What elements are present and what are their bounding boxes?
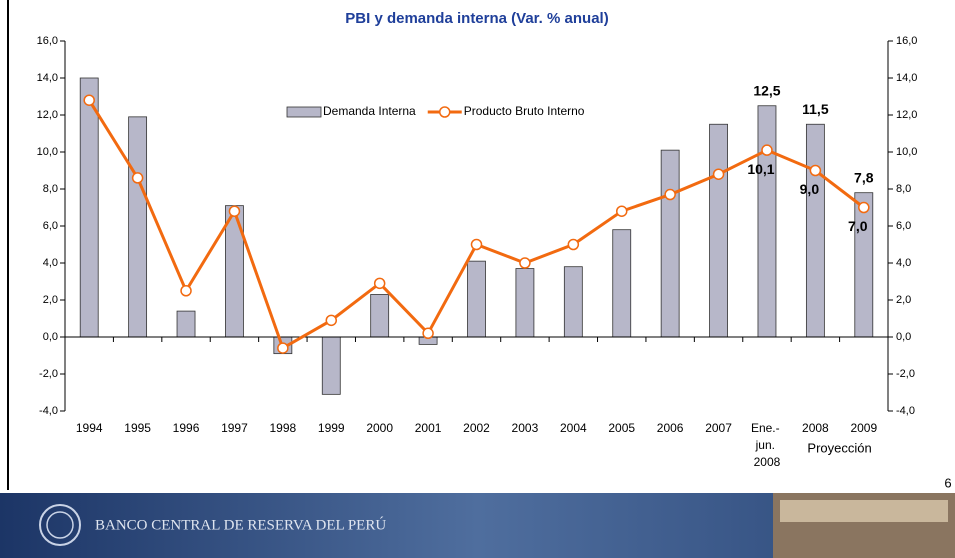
x-tick-label: 1996 [173,421,200,435]
line-value-label: 7,0 [848,218,868,234]
legend-label: Demanda Interna [323,104,416,118]
bar [855,193,873,337]
x-tick-label: 2000 [366,421,393,435]
y2-tick-label: 0,0 [896,331,911,343]
footer-photo-detail [780,500,948,522]
x-tick-label: 2005 [608,421,635,435]
bar [516,269,534,337]
page-number: 6 [944,475,951,490]
y-tick-label: 14,0 [37,72,58,84]
y-tick-label: 16,0 [37,35,58,47]
line-marker [133,173,143,183]
y-tick-label: 6,0 [43,220,58,232]
y-tick-label: 2,0 [43,294,58,306]
line-marker [229,206,239,216]
bar [129,117,147,337]
footer-text: BANCO CENTRAL DE RESERVA DEL PERÚ [95,516,386,533]
bar [661,150,679,337]
line-marker [859,203,869,213]
y-tick-label: 4,0 [43,257,58,269]
y-tick-label: 0,0 [43,331,58,343]
line-value-label: 10,1 [747,161,774,177]
line-marker [326,315,336,325]
y2-tick-label: -2,0 [896,368,915,380]
bar [758,106,776,337]
annotation: Proyección [807,440,871,455]
y2-tick-label: 2,0 [896,294,911,306]
legend-label: Producto Bruto Interno [464,104,585,118]
bar-value-label: 7,8 [854,169,874,185]
x-tick-label: 1994 [76,421,103,435]
line-marker [568,240,578,250]
bar [371,294,389,337]
line-marker [810,166,820,176]
y2-tick-label: 10,0 [896,146,917,158]
y-tick-label: 8,0 [43,183,58,195]
y2-tick-label: 8,0 [896,183,911,195]
x-tick-label: 2001 [415,421,442,435]
y2-tick-label: 4,0 [896,257,911,269]
y-tick-label: 10,0 [37,146,58,158]
y-tick-label: -2,0 [39,368,58,380]
x-tick-label: 2003 [512,421,539,435]
y2-tick-label: 12,0 [896,109,917,121]
page: {"chart_data": {"type": "bar", "title": … [0,0,955,558]
x-tick-label: 2008 [802,421,829,435]
slide: PBI y demanda interna (Var. % anual) 6 B… [0,0,955,558]
y2-tick-label: 6,0 [896,220,911,232]
x-tick-label: 2006 [657,421,684,435]
y2-tick-label: 16,0 [896,35,917,47]
line-marker [520,258,530,268]
line-marker [714,169,724,179]
line-marker [278,343,288,353]
bar [710,124,728,337]
line-marker [375,278,385,288]
bar [564,267,582,337]
bar [80,78,98,337]
line-marker [617,206,627,216]
line-marker [423,328,433,338]
bar [468,261,486,337]
x-tick-label: Ene.- jun. 2008 [751,421,783,469]
bar-value-label: 11,5 [802,101,829,117]
y-tick-label: -4,0 [39,405,58,417]
chart-title: PBI y demanda interna (Var. % anual) [345,10,608,27]
bar [177,311,195,337]
x-tick-label: 2007 [705,421,732,435]
y2-tick-label: 14,0 [896,72,917,84]
line-value-label: 9,0 [800,181,820,197]
x-tick-label: 1997 [221,421,248,435]
bar [322,337,340,394]
x-tick-label: 1999 [318,421,345,435]
line-marker [762,145,772,155]
bar [806,124,824,337]
y2-tick-label: -4,0 [896,405,915,417]
x-tick-label: 1995 [124,421,151,435]
legend-swatch [287,107,321,117]
bar-value-label: 12,5 [753,82,780,98]
line-marker [665,190,675,200]
line-marker [181,286,191,296]
y-tick-label: 12,0 [37,109,58,121]
bar [613,230,631,337]
x-tick-label: 2004 [560,421,587,435]
x-tick-label: 2009 [850,421,877,435]
line-marker [472,240,482,250]
x-tick-label: 2002 [463,421,490,435]
legend-marker [440,107,450,117]
line-marker [84,95,94,105]
x-tick-label: 1998 [270,421,297,435]
